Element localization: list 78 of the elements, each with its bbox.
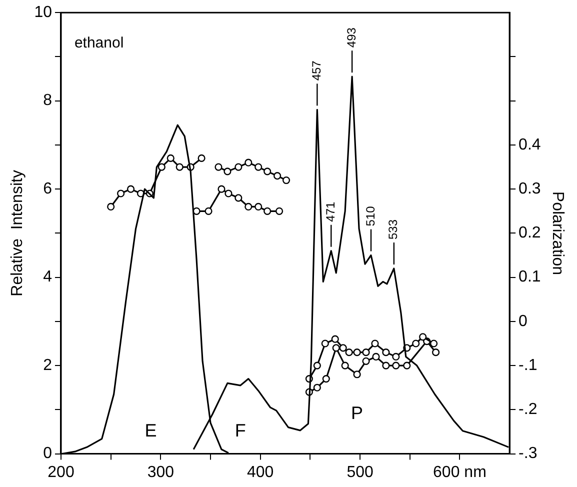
annotation: 471 (323, 202, 338, 222)
y2-tick-label: 0.1 (518, 268, 541, 286)
x-tick-label: 600 nm (433, 464, 486, 481)
point (332, 344, 340, 352)
annotation: F (234, 420, 246, 441)
point (224, 168, 232, 176)
point (353, 348, 361, 356)
x-tick-label: 500 (346, 464, 374, 481)
point (192, 207, 200, 215)
point (117, 190, 125, 198)
y-tick-label: 0 (43, 445, 52, 462)
point (432, 348, 440, 356)
point (214, 163, 222, 171)
point (126, 185, 135, 193)
y-axis-title: Relative Intensity (9, 170, 26, 296)
point (275, 207, 284, 215)
point (392, 352, 400, 361)
point (264, 168, 272, 176)
x-tick-label: 300 (147, 464, 174, 481)
y2-tick-label: -.1 (518, 356, 538, 374)
point (339, 344, 347, 352)
point (224, 190, 232, 198)
point (198, 154, 206, 162)
point (234, 194, 242, 202)
point (362, 348, 370, 356)
annotation: ethanol (74, 34, 124, 52)
point (362, 357, 370, 365)
point (341, 362, 349, 370)
y-tick-label: 4 (43, 268, 52, 286)
y2-tick-label: 0 (518, 312, 528, 330)
point (371, 340, 379, 348)
point (282, 176, 290, 184)
point (244, 158, 252, 166)
annotation: 510 (363, 206, 378, 226)
point (382, 348, 390, 356)
point (313, 384, 321, 392)
point (392, 362, 400, 370)
point (264, 207, 272, 215)
point (176, 163, 184, 171)
annotation: 457 (309, 60, 324, 81)
y-tick-label: 10 (34, 4, 52, 22)
point (107, 202, 115, 211)
point (345, 348, 353, 356)
y2-tick-label: -.3 (518, 445, 538, 462)
y2-axis-title: Polarization (548, 191, 566, 276)
point (322, 374, 330, 383)
annotation: 493 (344, 27, 358, 48)
point (204, 207, 212, 215)
point (353, 370, 361, 378)
point (430, 340, 438, 348)
point (166, 154, 174, 162)
point (158, 163, 166, 171)
x-tick-label: 200 (48, 464, 74, 481)
point (412, 340, 420, 348)
y-tick-label: 8 (43, 92, 52, 110)
point (313, 362, 321, 370)
point (382, 362, 390, 370)
y2-tick-label: 0.2 (518, 224, 541, 242)
point (254, 163, 262, 171)
y-tick-label: 2 (43, 356, 52, 374)
point (331, 335, 339, 343)
point (218, 185, 226, 193)
point (244, 202, 252, 211)
annotation: 533 (386, 219, 400, 240)
y2-tick-label: 0.4 (518, 136, 541, 154)
annotation: P (351, 403, 364, 424)
y2-tick-label: -.2 (518, 401, 538, 418)
point (321, 340, 329, 348)
point (274, 172, 282, 180)
point (234, 163, 242, 171)
point (372, 352, 380, 361)
x-tick-label: 400 (247, 464, 274, 481)
point (254, 202, 262, 211)
annotation: E (144, 420, 157, 441)
y2-tick-label: 0.3 (518, 180, 541, 198)
point (419, 333, 427, 341)
point (403, 362, 411, 370)
y-tick-label: 6 (43, 180, 52, 198)
